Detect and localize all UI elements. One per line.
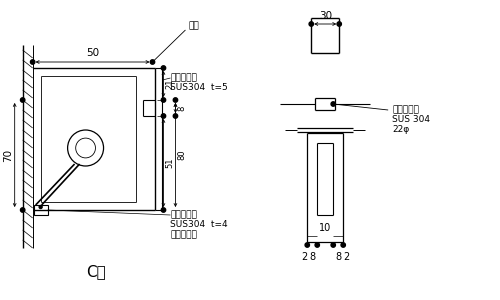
Text: SUS304  t=5: SUS304 t=5 xyxy=(170,83,228,92)
Circle shape xyxy=(341,243,345,247)
Circle shape xyxy=(337,22,342,26)
Circle shape xyxy=(162,114,166,118)
Text: 30: 30 xyxy=(318,11,332,21)
Text: 21: 21 xyxy=(166,79,174,89)
Bar xyxy=(34,205,48,215)
Circle shape xyxy=(30,60,35,64)
Text: ステンレス: ステンレス xyxy=(170,210,198,219)
Text: ステンレス: ステンレス xyxy=(392,105,419,114)
Circle shape xyxy=(39,206,42,208)
Circle shape xyxy=(331,102,336,106)
Text: 2: 2 xyxy=(301,252,308,262)
Circle shape xyxy=(174,98,178,102)
Circle shape xyxy=(150,60,154,64)
Text: 溶接: 溶接 xyxy=(188,22,199,31)
Text: C部: C部 xyxy=(86,265,105,280)
Text: 80: 80 xyxy=(178,150,186,160)
Circle shape xyxy=(162,66,166,70)
Circle shape xyxy=(309,22,314,26)
Circle shape xyxy=(315,243,320,247)
Text: 50: 50 xyxy=(86,48,99,58)
Text: （南京錠）: （南京錠） xyxy=(170,230,198,239)
Text: 8: 8 xyxy=(178,105,186,111)
Text: 8: 8 xyxy=(309,252,316,262)
Circle shape xyxy=(174,114,178,118)
Text: 10: 10 xyxy=(319,223,332,233)
Text: SUS 304: SUS 304 xyxy=(392,115,430,124)
Circle shape xyxy=(20,98,25,102)
Circle shape xyxy=(305,243,310,247)
Circle shape xyxy=(20,208,25,212)
Circle shape xyxy=(162,208,166,212)
Text: 22φ: 22φ xyxy=(392,125,409,134)
Text: 51: 51 xyxy=(166,158,174,168)
Circle shape xyxy=(331,243,336,247)
Text: 70: 70 xyxy=(2,148,12,162)
Circle shape xyxy=(162,98,166,102)
Text: ステンレス: ステンレス xyxy=(170,73,198,82)
Text: SUS304  t=4: SUS304 t=4 xyxy=(170,220,228,229)
Text: 8: 8 xyxy=(335,252,342,262)
Text: 2: 2 xyxy=(343,252,349,262)
